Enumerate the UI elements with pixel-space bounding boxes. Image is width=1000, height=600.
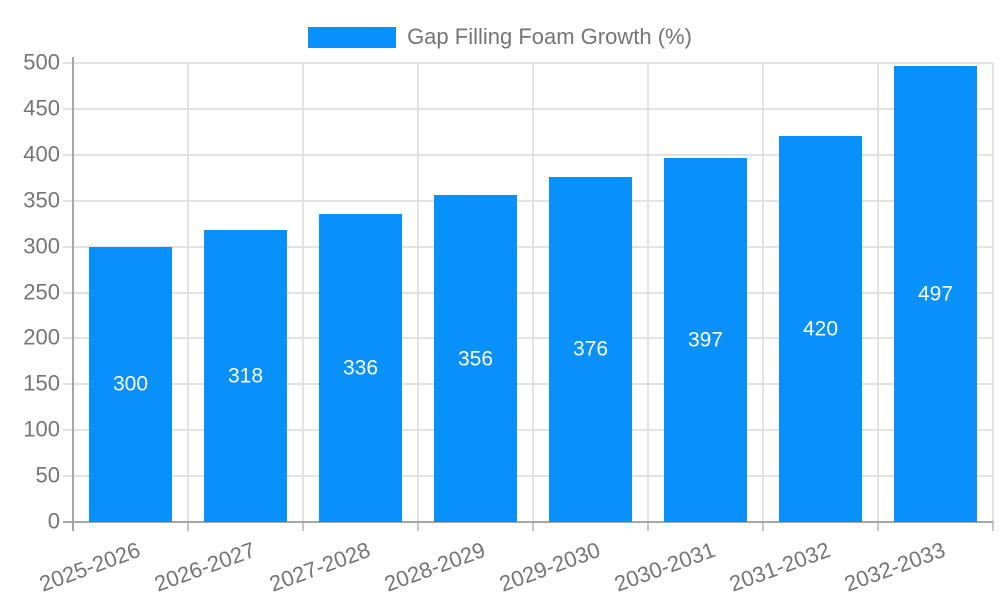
y-axis-tick-label: 350 — [23, 187, 60, 213]
bar-2030-2031[interactable] — [664, 157, 747, 522]
x-gridline — [187, 63, 189, 522]
x-axis-label: 2027-2028 — [266, 537, 374, 597]
x-gridline — [417, 63, 419, 522]
bar-2026-2027[interactable] — [204, 230, 287, 522]
y-gridline — [63, 383, 993, 386]
x-gridline — [877, 63, 879, 522]
legend-swatch — [308, 26, 397, 48]
bar-2025-2026[interactable] — [89, 246, 172, 522]
x-axis-tick — [647, 522, 649, 531]
x-axis-tick — [302, 522, 304, 531]
bar-value-label: 397 — [687, 328, 724, 352]
x-axis-line — [63, 521, 993, 523]
x-axis-label: 2028-2029 — [381, 537, 489, 597]
legend-label: Gap Filling Foam Growth (%) — [407, 24, 692, 49]
y-axis-tick-label: 300 — [23, 233, 60, 259]
bar-2028-2029[interactable] — [434, 195, 517, 522]
bar-value-label: 497 — [917, 282, 954, 306]
y-axis-tick-label: 250 — [23, 279, 60, 305]
x-axis-tick — [877, 522, 879, 531]
y-axis-tick-label: 400 — [23, 141, 60, 167]
bar-2031-2032[interactable] — [779, 136, 862, 522]
x-gridline — [647, 63, 649, 522]
x-axis-tick — [992, 522, 994, 531]
y-gridline — [63, 337, 993, 340]
x-axis-label: 2032-2033 — [841, 537, 949, 597]
y-gridline — [63, 429, 993, 432]
x-gridline — [992, 63, 994, 522]
bar-2029-2030[interactable] — [549, 176, 632, 522]
x-axis-label: 2026-2027 — [151, 537, 259, 597]
bar-value-label: 420 — [802, 317, 839, 341]
x-gridline — [762, 63, 764, 522]
y-axis-tick-label: 0 — [47, 508, 60, 534]
bar-value-label: 336 — [342, 356, 379, 380]
bar-2032-2033[interactable] — [894, 65, 977, 522]
x-axis-tick — [532, 522, 534, 531]
legend[interactable]: Gap Filling Foam Growth (%) — [0, 24, 1000, 50]
y-gridline — [63, 291, 993, 294]
y-gridline — [63, 245, 993, 248]
y-gridline — [63, 62, 993, 64]
x-axis-tick — [417, 522, 419, 531]
x-gridline — [532, 63, 534, 522]
y-gridline — [63, 199, 993, 202]
x-axis-label: 2030-2031 — [611, 537, 719, 597]
x-gridline — [302, 63, 304, 522]
y-axis-tick-label: 150 — [23, 370, 60, 396]
bar-value-label: 300 — [112, 372, 149, 396]
y-axis-tick-label: 500 — [23, 49, 60, 75]
bar-value-label: 376 — [572, 337, 609, 361]
bar-2027-2028[interactable] — [319, 213, 402, 522]
bar-value-label: 318 — [227, 364, 264, 388]
x-axis-label: 2031-2032 — [726, 537, 834, 597]
y-gridline — [63, 153, 993, 156]
x-axis-tick — [187, 522, 189, 531]
x-axis-tick — [762, 522, 764, 531]
y-axis-tick-label: 50 — [35, 462, 60, 488]
x-axis-tick — [72, 522, 74, 531]
y-gridline — [63, 475, 993, 478]
y-axis-tick-label: 100 — [23, 416, 60, 442]
y-axis-line — [72, 57, 74, 522]
y-gridline — [63, 107, 993, 110]
y-axis-tick-label: 450 — [23, 95, 60, 121]
bar-value-label: 356 — [457, 347, 494, 371]
x-axis-label: 2029-2030 — [496, 537, 604, 597]
x-axis-label: 2025-2026 — [36, 537, 144, 597]
y-axis-tick-label: 200 — [23, 324, 60, 350]
